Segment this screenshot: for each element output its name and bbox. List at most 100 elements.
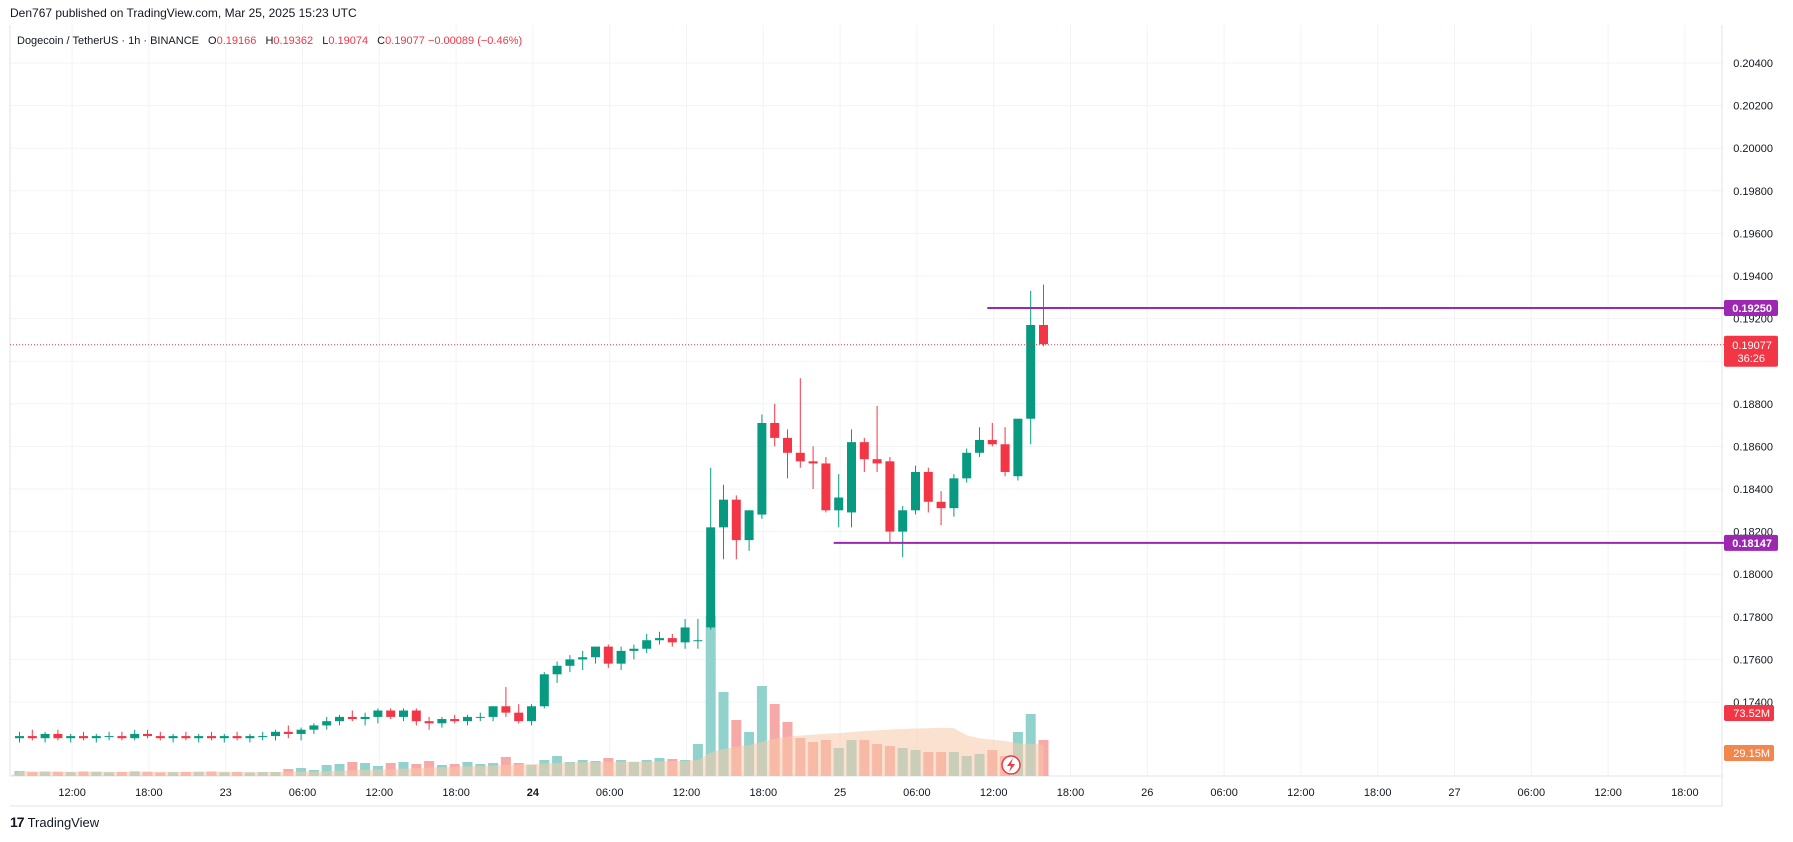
time-tick-label: 18:00 — [442, 787, 470, 799]
time-tick-label: 06:00 — [1210, 787, 1238, 799]
price-tick-label: 0.19400 — [1733, 271, 1773, 283]
volume-tag — [1724, 705, 1774, 721]
candle-body — [437, 719, 447, 724]
candle-body — [552, 665, 562, 675]
tradingview-logo-icon: 17 — [10, 814, 25, 830]
candle-body — [783, 437, 792, 453]
close-value: 0.19077 — [385, 35, 425, 47]
candle-body — [719, 499, 728, 528]
candle-body — [283, 731, 293, 734]
candle-body — [91, 736, 101, 739]
low-value: 0.19074 — [328, 35, 369, 47]
time-tick-label: 18:00 — [750, 787, 778, 799]
candle-body — [501, 706, 511, 713]
candle-body — [373, 710, 383, 717]
volume-tag-label: 73.52M — [1733, 708, 1770, 720]
time-tick-label: 27 — [1448, 787, 1460, 799]
time-tick-label: 18:00 — [1671, 787, 1699, 799]
time-tick-label: 12:00 — [1287, 787, 1315, 799]
candle-body — [130, 733, 140, 739]
price-tick-label: 0.20400 — [1733, 58, 1773, 70]
time-tick-label: 12:00 — [673, 787, 701, 799]
candle-body — [27, 736, 37, 739]
volume-tag — [1724, 745, 1774, 761]
volume-bar — [756, 686, 767, 776]
candle-body — [258, 736, 268, 738]
candle-body — [539, 674, 549, 707]
high-value: 0.19362 — [273, 35, 314, 47]
candle-body — [117, 736, 127, 739]
price-tick-label: 0.19200 — [1733, 314, 1773, 326]
time-tick-label: 12:00 — [980, 787, 1008, 799]
price-tick-label: 0.20000 — [1733, 143, 1773, 155]
time-tick-label: 12:00 — [58, 787, 86, 799]
candle-body — [15, 736, 24, 739]
candle-body — [514, 712, 524, 722]
level-price-label: 0.19250 — [1732, 303, 1772, 315]
countdown-label: 36:26 — [1737, 353, 1765, 365]
time-tick-label: 18:00 — [1057, 787, 1085, 799]
time-tick-label: 18:00 — [1364, 787, 1392, 799]
candle-body — [79, 736, 88, 739]
close-label: C — [377, 35, 386, 47]
volume-bar — [321, 765, 332, 776]
price-tick-label: 0.19600 — [1733, 228, 1773, 240]
open-value: 0.19166 — [216, 35, 257, 47]
tradingview-brand: TradingView — [27, 814, 100, 830]
tradingview-footer[interactable]: 17 TradingView — [10, 814, 99, 830]
chart-grid — [9, 25, 1723, 807]
price-tick-label: 0.19800 — [1733, 186, 1773, 198]
candle-body — [335, 716, 344, 722]
candle-body — [885, 461, 895, 532]
candle-body — [450, 719, 460, 722]
candle-body — [949, 478, 959, 509]
candle-body — [629, 648, 639, 651]
volume-tag-label: 29.15M — [1733, 748, 1770, 760]
volume-bar — [705, 616, 716, 776]
level-price-tag — [1724, 299, 1778, 316]
lightning-icon[interactable] — [1001, 755, 1021, 775]
price-tick-label: 0.18800 — [1733, 399, 1773, 411]
price-tick-label: 0.17800 — [1733, 612, 1773, 624]
symbol-legend[interactable]: Dogecoin / TetherUS · 1h · BINANCE O0.19… — [17, 35, 522, 47]
candle-body — [360, 716, 370, 720]
volume-bar — [334, 764, 345, 776]
candle-body — [655, 638, 664, 641]
symbol-title: Dogecoin / TetherUS · 1h · BINANCE — [17, 35, 199, 47]
candle-body — [731, 499, 741, 541]
candle-body — [296, 729, 306, 734]
candle-body — [936, 501, 946, 509]
candle-body — [872, 459, 882, 464]
price-tick-label: 0.18000 — [1733, 569, 1773, 581]
high-label: H — [265, 35, 274, 47]
horizontal-levels[interactable] — [10, 306, 1724, 544]
candle-body — [1039, 324, 1048, 345]
time-axis[interactable]: 12:00 18:00 23 06:00 12:00 18:00 24 06:00 12:00 1… — [58, 787, 1698, 799]
time-tick-label: 12:00 — [1594, 787, 1622, 799]
candle-body — [757, 422, 767, 515]
candle-body — [104, 736, 114, 738]
time-tick-label: 06:00 — [1518, 787, 1546, 799]
candle-body — [66, 736, 76, 739]
candlestick-series — [15, 284, 1048, 743]
price-axis[interactable]: 0.20400 0.20200 0.20000 0.19800 0.19600 0.194… — [1733, 58, 1773, 709]
candle-body — [207, 736, 216, 739]
candle-body — [795, 452, 805, 462]
candle-body — [245, 736, 255, 739]
candle-body — [847, 442, 856, 513]
candle-body — [475, 716, 485, 718]
level-price-tag — [1724, 534, 1778, 551]
time-tick-label: 26 — [1141, 787, 1153, 799]
candle-body — [488, 706, 498, 717]
change-value: −0.00089 (−0.46%) — [427, 35, 523, 47]
candle-body — [975, 440, 984, 453]
candle-body — [181, 736, 191, 739]
candle-body — [309, 725, 319, 730]
candle-body — [386, 710, 396, 717]
candle-body — [706, 527, 716, 628]
candle-body — [911, 471, 920, 511]
candle-body — [1026, 324, 1036, 419]
candle-body — [898, 510, 908, 532]
candle-body — [143, 733, 152, 737]
